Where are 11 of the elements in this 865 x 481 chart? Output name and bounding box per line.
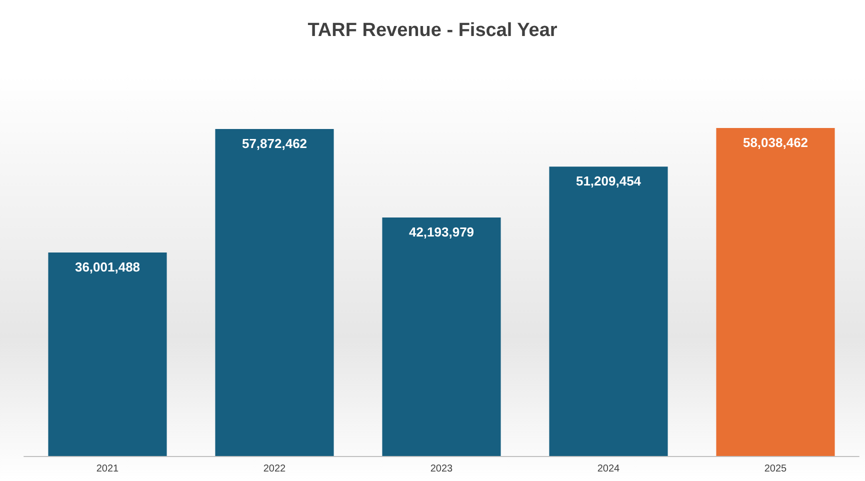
data-label: 57,872,462: [242, 136, 308, 151]
data-label: 51,209,454: [576, 174, 642, 189]
x-tick-label: 2025: [764, 464, 788, 474]
data-label: 58,038,462: [742, 135, 808, 150]
x-tick-label: 2024: [597, 464, 620, 474]
x-tick-label: 2021: [96, 464, 120, 474]
x-tick-label: 2023: [430, 464, 454, 474]
chart-title: TARF Revenue - Fiscal Year: [308, 20, 558, 41]
x-tick-label: 2022: [263, 464, 286, 474]
data-label: 42,193,979: [408, 224, 474, 240]
data-label: 36,001,488: [74, 260, 140, 275]
